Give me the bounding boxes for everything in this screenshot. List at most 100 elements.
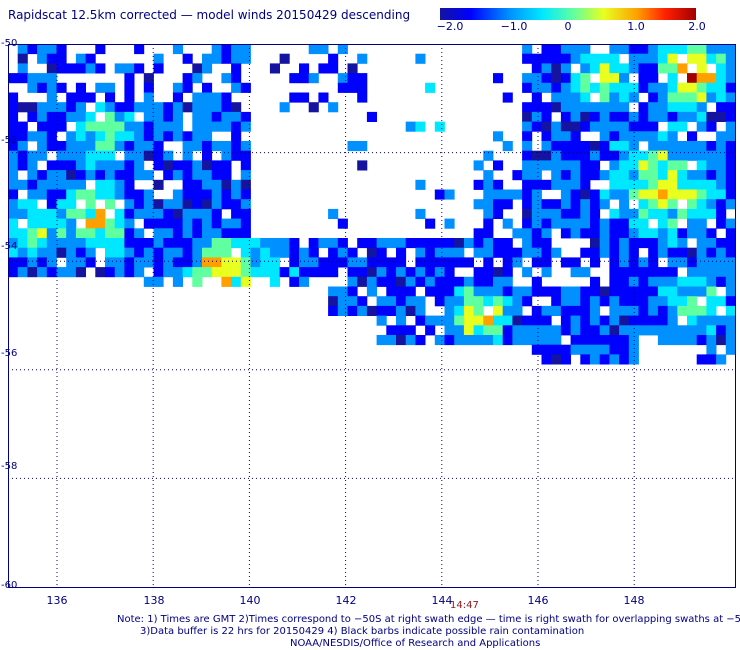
data-cell: [192, 189, 203, 200]
lon-label: 146: [527, 594, 549, 607]
data-cell: [396, 276, 407, 287]
data-cell: [638, 73, 649, 84]
data-cell: [66, 102, 77, 113]
data-cell: [163, 102, 174, 113]
data-cell: [560, 141, 571, 152]
data-cell: [202, 102, 213, 113]
data-cell: [163, 228, 174, 239]
data-cell: [396, 305, 407, 316]
data-cell: [240, 208, 251, 219]
data-cell: [522, 111, 533, 122]
data-cell: [37, 111, 48, 122]
data-cell: [337, 296, 348, 307]
data-cell: [609, 238, 620, 249]
colorbar-tick: 0: [564, 20, 572, 33]
data-cell: [706, 189, 717, 200]
lat-lon-gridlines: [8, 44, 736, 588]
data-cell: [163, 267, 174, 278]
data-cell: [192, 238, 203, 249]
data-cell: [609, 121, 620, 132]
data-cell: [95, 160, 106, 171]
data-cell: [725, 150, 736, 161]
data-cell: [143, 82, 154, 93]
data-cell: [716, 199, 727, 210]
data-cell: [725, 53, 736, 64]
data-cell: [522, 53, 533, 64]
data-cell: [357, 141, 368, 152]
data-cell: [172, 111, 183, 122]
data-cell: [706, 276, 717, 287]
data-cell: [619, 131, 630, 142]
data-cell: [677, 92, 688, 103]
data-cell: [66, 63, 77, 74]
data-cell: [648, 150, 659, 161]
data-cell: [599, 150, 610, 161]
data-cell: [677, 44, 688, 55]
data-cell: [46, 131, 57, 142]
data-cell: [202, 189, 213, 200]
data-cell: [560, 179, 571, 190]
data-cell: [405, 325, 416, 336]
data-cell: [202, 218, 213, 229]
data-cell: [657, 53, 668, 64]
data-cell: [105, 121, 116, 132]
data-cell: [725, 63, 736, 74]
data-cell: [308, 44, 319, 55]
data-cell: [37, 179, 48, 190]
data-cell: [560, 170, 571, 181]
data-cell: [182, 73, 193, 84]
data-cell: [202, 170, 213, 181]
data-cell: [114, 218, 125, 229]
data-cell: [299, 257, 310, 268]
data-cell: [27, 189, 38, 200]
data-cell: [95, 141, 106, 152]
data-cell: [502, 92, 513, 103]
data-cell: [648, 276, 659, 287]
data-cell: [444, 247, 455, 258]
data-cell: [134, 170, 145, 181]
data-cell: [17, 53, 28, 64]
data-cell: [638, 189, 649, 200]
data-cell: [66, 257, 77, 268]
data-cell: [687, 199, 698, 210]
data-cell: [425, 267, 436, 278]
data-cell: [153, 238, 164, 249]
data-cell: [716, 238, 727, 249]
data-cell: [27, 131, 38, 142]
data-cell: [415, 53, 426, 64]
data-cell: [454, 315, 465, 326]
data-cell: [211, 44, 222, 55]
data-cell: [56, 228, 67, 239]
data-cell: [56, 189, 67, 200]
data-cell: [531, 315, 542, 326]
data-cell: [570, 111, 581, 122]
data-cell: [677, 286, 688, 297]
data-cell: [182, 82, 193, 93]
data-cell: [696, 141, 707, 152]
data-cell: [531, 189, 542, 200]
data-cell: [172, 170, 183, 181]
data-cell: [541, 160, 552, 171]
data-cell: [706, 199, 717, 210]
data-cell: [202, 121, 213, 132]
data-cell: [376, 247, 387, 258]
data-cell: [95, 179, 106, 190]
data-cell: [357, 92, 368, 103]
data-cell: [172, 82, 183, 93]
data-cell: [105, 238, 116, 249]
data-cell: [619, 296, 630, 307]
data-cell: [590, 315, 601, 326]
data-cell: [444, 218, 455, 229]
data-cell: [182, 179, 193, 190]
data-cell: [95, 82, 106, 93]
data-cell: [163, 218, 174, 229]
data-cell: [46, 218, 57, 229]
data-cell: [75, 179, 86, 190]
data-cell: [609, 344, 620, 355]
data-cell: [628, 228, 639, 239]
colorbar-tick: −1.0: [500, 20, 528, 33]
data-cell: [599, 92, 610, 103]
data-cell: [143, 73, 154, 84]
data-cell: [182, 238, 193, 249]
data-cell: [415, 267, 426, 278]
